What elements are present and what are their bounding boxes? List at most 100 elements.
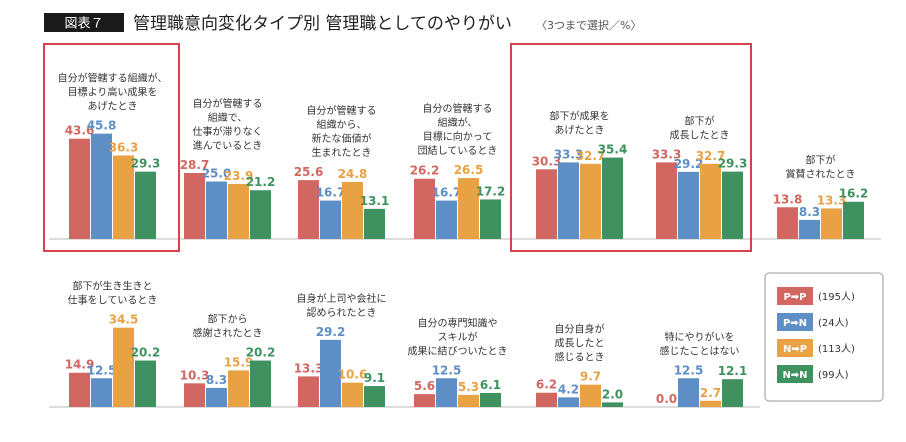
bar xyxy=(298,376,319,407)
data-label: 16.7 xyxy=(316,186,346,200)
bar xyxy=(580,384,601,407)
category-label: スキルが xyxy=(438,330,478,343)
data-label: 21.2 xyxy=(246,175,276,189)
category-label: 目標より高い成果を xyxy=(68,86,158,99)
bar xyxy=(113,155,134,239)
data-label: 13.1 xyxy=(360,194,390,208)
category-label: 自分が管轄する組織が、 xyxy=(58,72,168,85)
bar xyxy=(700,400,721,407)
data-label: 13.8 xyxy=(773,192,803,206)
bar xyxy=(250,190,271,239)
category-group: 28.725.023.921.2 自分が管轄する組織で、仕事が滞りなく進んでいると… xyxy=(180,97,276,239)
bar xyxy=(700,163,721,239)
bar xyxy=(558,397,579,407)
category-label: 仕事が滞りなく xyxy=(193,125,263,138)
bar xyxy=(602,157,623,239)
bar xyxy=(91,378,112,407)
data-label: 32.7 xyxy=(696,149,726,163)
category-group: 26.2 16.7 26.5 17.2 自分の管轄する組織が、目標に向かって団結している… xyxy=(410,102,506,239)
data-label: 23.9 xyxy=(224,169,254,183)
data-label: 12.5 xyxy=(432,363,462,377)
category-label: 組織から、 xyxy=(317,118,367,131)
category-label: 自分の専門知識や xyxy=(418,316,498,329)
bar xyxy=(298,180,319,239)
bar xyxy=(250,360,271,407)
data-label: 28.7 xyxy=(180,158,210,172)
data-label: 8.3 xyxy=(206,373,227,387)
bar xyxy=(91,133,112,239)
bar xyxy=(480,199,501,239)
legend-count: (113人) xyxy=(818,343,855,355)
bar xyxy=(364,208,385,239)
bar xyxy=(414,394,435,407)
data-label: 34.5 xyxy=(109,313,139,327)
bar xyxy=(184,172,205,239)
data-label: 35.4 xyxy=(598,143,628,157)
data-label: 45.8 xyxy=(87,119,117,133)
bar xyxy=(206,181,227,239)
category-label: 仕事をしているとき xyxy=(68,294,158,307)
bar xyxy=(722,171,743,239)
data-label: 5.6 xyxy=(414,379,435,393)
category-group: 43.645.8 36.3 29.3 自分が管轄する組織が、目標より高い成果をあげたと… xyxy=(43,43,180,252)
highlight-box xyxy=(510,43,752,252)
category-label: 組織で、 xyxy=(208,111,248,124)
chart-note: 〈3つまで選択／%〉 xyxy=(536,18,641,32)
legend-count: (24人) xyxy=(818,317,849,329)
bar xyxy=(480,392,501,407)
category-label: 自分が管轄する xyxy=(193,97,263,110)
bar xyxy=(777,207,798,239)
category-label: 自身が上司や会社に xyxy=(297,292,387,305)
chart-header: 図表７ 管理職意向変化タイプ別 管理職としてのやりがい 〈3つまで選択／%〉 xyxy=(44,13,641,34)
figure-label-box xyxy=(44,13,124,32)
category-label: 成長したと xyxy=(555,338,605,350)
bar xyxy=(364,386,385,407)
bar xyxy=(342,382,363,407)
bar xyxy=(458,394,479,407)
bar xyxy=(206,387,227,407)
figure-label: 図表７ xyxy=(64,17,103,32)
data-label: 14.9 xyxy=(65,358,95,372)
chart-title: 管理職意向変化タイプ別 管理職としてのやりがい xyxy=(133,14,512,34)
data-label: 29.3 xyxy=(131,157,161,171)
legend-swatch xyxy=(777,365,813,383)
category-label: あげたとき xyxy=(88,101,138,113)
data-label: 29.2 xyxy=(316,325,346,339)
category-label: 自分自身が xyxy=(555,323,605,336)
data-label: 17.2 xyxy=(476,184,506,198)
bar xyxy=(678,171,699,239)
highlight-box xyxy=(43,43,180,252)
category-label: 成長したとき xyxy=(670,129,730,141)
data-label: 33.3 xyxy=(554,147,584,161)
bar xyxy=(436,378,457,407)
data-label: 33.3 xyxy=(652,147,682,161)
bar xyxy=(580,163,601,239)
data-label: 25.6 xyxy=(294,165,324,179)
bar xyxy=(135,360,156,407)
legend-label: P➡N xyxy=(783,318,807,329)
bar xyxy=(821,208,842,239)
data-label: 13.3 xyxy=(294,361,324,375)
bar xyxy=(602,402,623,407)
bar xyxy=(320,339,341,407)
bar xyxy=(135,171,156,239)
data-label: 12.5 xyxy=(87,363,117,377)
legend-swatch xyxy=(777,287,813,305)
data-label: 9.7 xyxy=(580,370,601,384)
bar xyxy=(458,178,479,239)
bar xyxy=(342,181,363,239)
data-label: 5.3 xyxy=(458,380,479,394)
data-label: 13.3 xyxy=(817,193,847,207)
bar xyxy=(113,327,134,407)
bar xyxy=(843,201,864,239)
bar xyxy=(678,378,699,407)
legend-label: P➡P xyxy=(783,292,806,303)
